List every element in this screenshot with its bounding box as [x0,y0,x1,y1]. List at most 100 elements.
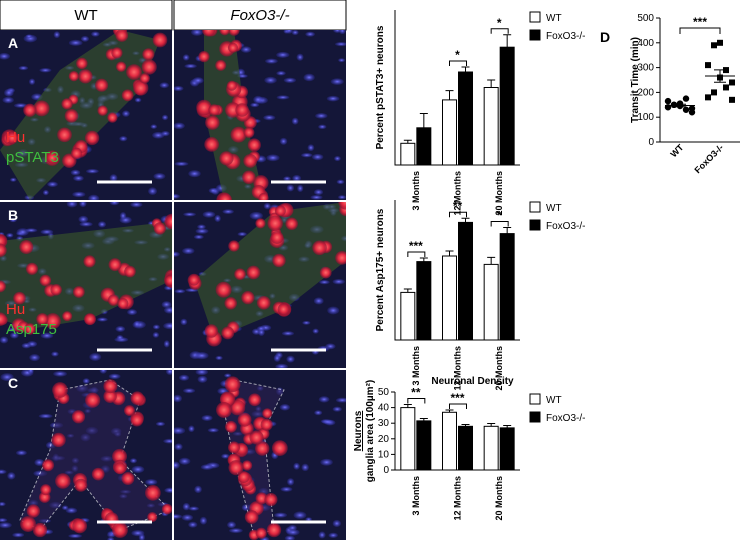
error-bar [403,403,412,408]
neuron [228,240,240,252]
nucleus [273,354,281,362]
nucleus [253,95,263,104]
nucleus [122,110,130,117]
nucleus [237,231,247,237]
nucleus [163,322,172,330]
nucleus [183,388,196,394]
nucleus [89,353,102,361]
nucleus [174,85,184,92]
nucleus [86,168,99,174]
bar [416,261,432,341]
nucleus [283,176,291,181]
neuron [228,460,244,476]
y-tick-label: 50 [378,387,390,398]
nucleus [286,528,300,536]
nucleus [0,469,7,475]
neuron [267,215,283,232]
nucleus [108,373,121,380]
nucleus [292,174,302,182]
nucleus [191,30,203,36]
point [729,79,735,86]
nucleus [79,202,87,208]
nucleus [7,472,16,480]
nucleus [305,31,316,37]
neuron [243,127,255,138]
nucleus [192,77,204,84]
neuron [285,217,298,231]
legend-label: FoxO3-/- [546,31,585,42]
nucleus [279,137,288,145]
error-bar [503,226,512,234]
neuron [103,379,118,394]
y-axis-label: ganglia area (100µm²) [365,380,376,482]
nucleus [131,530,145,537]
y-tick-label: 400 [637,38,654,49]
neuron [68,70,80,82]
nucleus [0,501,6,507]
neuron [260,418,273,431]
error-bar [487,79,496,88]
neuron [215,59,227,71]
neuron [266,522,282,538]
nucleus [301,152,313,158]
significance-label: *** [450,391,464,405]
y-axis-label: Neurons [353,410,364,451]
neuron [5,131,19,145]
point [717,39,723,46]
nucleus [163,340,170,348]
nucleus [293,511,307,520]
significance-bracket [449,211,467,218]
neuron [133,80,149,96]
nucleus [182,502,191,511]
neuron [130,391,145,405]
legend-swatch [529,393,541,405]
neuron [226,80,237,91]
nucleus [249,211,263,220]
nucleus [174,161,189,167]
neuron [270,231,284,244]
neuron [227,441,241,454]
significance-bracket [490,220,509,227]
x-tick-label: 20 Months [494,171,504,216]
nucleus [275,363,288,368]
x-tick-label: FoxO3-/- [693,142,726,175]
neuron [335,251,346,265]
nucleus [293,462,300,470]
x-tick-label: 20 Months [494,476,504,521]
neuron [13,291,26,305]
neuron [242,170,256,185]
x-tick-label: 12 Months [453,171,463,216]
nucleus [274,512,288,518]
nucleus [335,397,346,403]
nucleus [291,117,299,125]
nucleus [28,78,36,85]
neuron [165,215,172,228]
neuron [0,243,7,257]
legend-swatch [529,219,541,231]
nucleus [276,70,286,76]
micrograph [174,370,346,540]
neuron [255,492,268,505]
nucleus [201,414,213,422]
neuron [237,471,250,483]
nucleus [34,458,45,467]
neuron [246,265,261,280]
error-bar [503,425,512,428]
neuron [152,32,168,48]
neuron [72,518,88,534]
neuron [46,152,59,164]
point [682,106,690,113]
neuron [36,313,49,326]
neuron [204,324,219,338]
nucleus [332,406,342,412]
nucleus [165,370,172,375]
panel-letter: A [8,35,18,51]
nucleus [174,251,180,257]
stain-label: Hu [6,129,25,146]
y-tick-label: 200 [637,87,654,98]
nucleus [148,187,158,196]
bar [483,425,499,471]
nucleus [39,67,52,73]
neuron [277,303,290,316]
x-tick-label: 3 Months [411,346,421,386]
